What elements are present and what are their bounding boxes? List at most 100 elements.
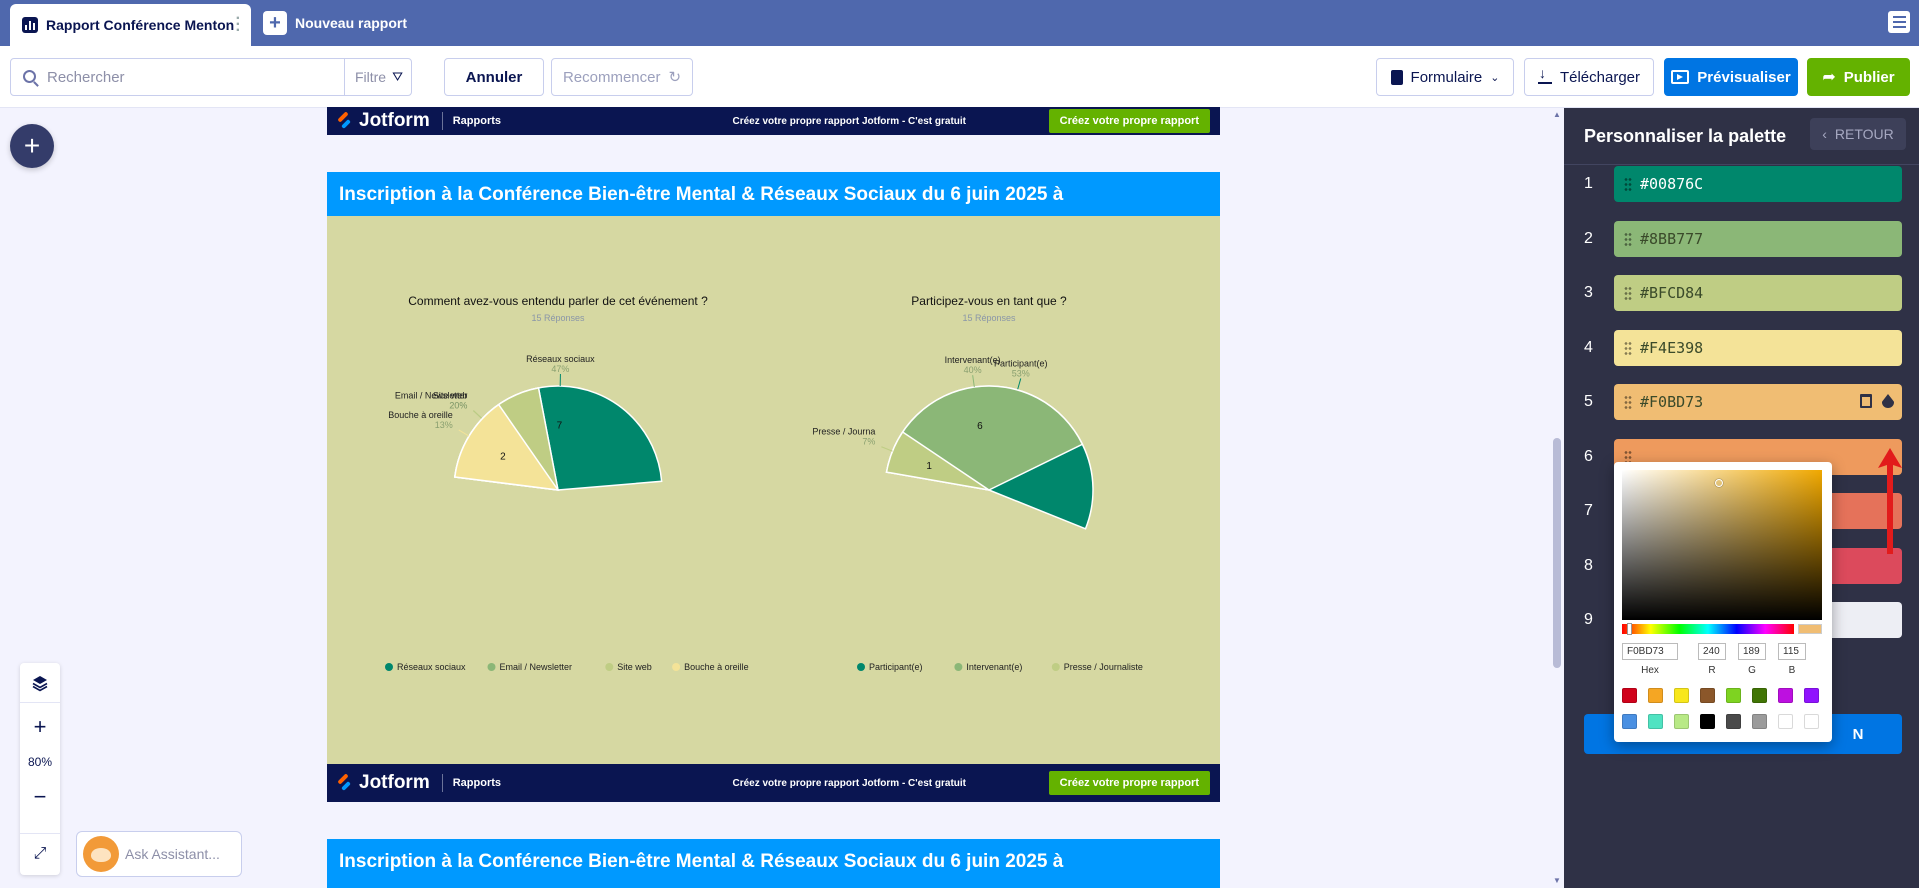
pie-value-label: 6 <box>977 421 983 432</box>
promo-text: Créez votre propre rapport Jotform - C'e… <box>732 115 966 127</box>
pie-leader-line <box>972 375 975 388</box>
tab-rapport-conference[interactable]: Rapport Conférence Menton · · · <box>10 4 251 46</box>
preset-color-swatch[interactable] <box>1674 714 1689 729</box>
pie-category-label: Réseaux sociaux <box>526 354 595 364</box>
chevron-down-icon: ⌄ <box>1490 71 1500 84</box>
legend-marker <box>1051 663 1060 671</box>
preset-color-swatch[interactable] <box>1752 688 1767 703</box>
swatch-hex-label: #F4E398 <box>1640 338 1704 357</box>
jotform-logo-icon <box>337 775 353 791</box>
brand-sub: Rapports <box>452 777 502 789</box>
drag-handle-icon[interactable] <box>1624 231 1632 246</box>
preset-color-swatch[interactable] <box>1622 688 1637 703</box>
preset-color-swatch[interactable] <box>1700 688 1715 703</box>
drag-handle-icon[interactable] <box>1624 286 1632 300</box>
legend-label: Bouche à oreille <box>684 662 749 672</box>
pie-category-label: Email / Newsletter <box>395 391 468 401</box>
search-input[interactable]: Rechercher Filtre ⛛ <box>10 58 412 96</box>
new-report-tab[interactable]: + Nouveau rapport <box>263 10 407 36</box>
pie-category-label: Presse / Journa <box>812 427 875 437</box>
palette-swatch[interactable]: #BFCD84 <box>1614 275 1902 311</box>
palette-swatch[interactable]: #F4E398 <box>1614 329 1902 366</box>
layers-icon[interactable] <box>20 663 60 703</box>
panel-divider <box>1564 164 1919 165</box>
zoom-in-button[interactable]: + <box>33 714 47 739</box>
publish-button[interactable]: ➦ Publier <box>1807 58 1910 96</box>
create-report-button[interactable]: Créez votre propre rapport <box>1048 771 1210 795</box>
back-label: RETOUR <box>1834 126 1894 142</box>
panel-title: Personnaliser la palette <box>1584 126 1787 146</box>
chart-subtitle: 15 Réponses <box>962 313 1016 323</box>
hex-input[interactable]: F0BD73 <box>1622 643 1678 660</box>
chart-subtitle: 15 Réponses <box>531 313 585 323</box>
menu-icon[interactable] <box>1888 11 1910 33</box>
palette-swatch[interactable]: #F0BD73 <box>1614 384 1902 420</box>
preview-icon <box>1671 70 1690 84</box>
b-input[interactable]: 115 <box>1778 643 1806 660</box>
redo-button[interactable]: Recommencer ↻ <box>551 58 693 96</box>
zoom-controls: + 80% − ⤢ <box>20 663 60 875</box>
pie-value-label: 7 <box>557 421 563 432</box>
drag-handle-icon[interactable] <box>1624 395 1632 409</box>
saturation-value-area[interactable] <box>1622 470 1822 620</box>
hue-slider-handle[interactable] <box>1627 623 1632 635</box>
drag-handle-icon[interactable] <box>1624 340 1632 355</box>
filter-button[interactable]: Filtre ⛛ <box>343 59 411 95</box>
preset-color-swatch[interactable] <box>1778 714 1793 729</box>
preset-color-swatch[interactable] <box>1648 714 1663 729</box>
hex-label: Hex <box>1641 665 1659 676</box>
preset-color-swatch[interactable] <box>1700 714 1715 729</box>
hue-slider[interactable] <box>1622 624 1794 634</box>
drag-handle-icon[interactable] <box>1624 177 1632 191</box>
palette-row-5: 5 #F0BD73 <box>1564 384 1919 420</box>
preset-color-swatch[interactable] <box>1778 688 1793 703</box>
palette-swatch[interactable]: #00876C <box>1614 166 1902 202</box>
preset-color-swatch[interactable] <box>1648 688 1663 703</box>
ask-assistant-input[interactable]: Ask Assistant... <box>76 831 242 877</box>
legend-marker <box>487 663 496 671</box>
pie-percent-label: 47% <box>551 364 569 374</box>
new-report-label: Nouveau rapport <box>295 15 408 31</box>
download-button[interactable]: Télécharger <box>1524 58 1654 96</box>
preset-color-swatch[interactable] <box>1622 714 1637 729</box>
undo-button[interactable]: Annuler <box>444 58 544 96</box>
report-header-top: Jotform Rapports Créez votre propre rapp… <box>327 107 1220 135</box>
swatch-hex-label: #00876C <box>1640 175 1704 193</box>
color-picker-knob[interactable] <box>1715 479 1723 487</box>
scroll-down-icon[interactable]: ▼ <box>1553 876 1561 885</box>
zoom-out-button[interactable]: − <box>33 784 47 809</box>
palette-row-number: 4 <box>1584 338 1593 356</box>
palette-swatch[interactable]: #8BB777 <box>1614 220 1902 257</box>
preset-color-swatch[interactable] <box>1674 688 1689 703</box>
brand-name: Jotform <box>359 772 430 793</box>
scroll-up-icon[interactable]: ▲ <box>1553 110 1561 119</box>
form-dropdown[interactable]: Formulaire ⌄ <box>1376 58 1514 96</box>
preset-color-swatch[interactable] <box>1804 688 1819 703</box>
filter-label: Filtre <box>354 69 387 85</box>
g-label: G <box>1748 665 1756 676</box>
report-page: Comment avez-vous entendu parler de cet … <box>327 216 1220 764</box>
legend-label: Intervenant(e) <box>966 662 1022 672</box>
fullscreen-icon[interactable]: ⤢ <box>20 833 60 873</box>
preset-color-swatch[interactable] <box>1726 688 1741 703</box>
trash-icon[interactable] <box>1860 394 1872 408</box>
scroll-thumb[interactable] <box>1553 438 1561 668</box>
preview-button[interactable]: Prévisualiser <box>1664 58 1798 96</box>
drag-handle-icon[interactable] <box>1624 449 1632 464</box>
preset-color-swatch[interactable] <box>1752 714 1767 729</box>
add-element-button[interactable]: + <box>10 124 54 168</box>
canvas-scrollbar[interactable]: ▲ ▼ <box>1550 108 1564 888</box>
download-icon <box>1537 65 1552 84</box>
create-report-button[interactable]: Créez votre propre rapport <box>1048 109 1210 133</box>
back-button[interactable]: ‹ RETOUR <box>1810 118 1906 150</box>
preset-color-swatch[interactable] <box>1726 714 1741 729</box>
palette-row-1: 1 #00876C <box>1564 166 1919 202</box>
legend-label: Email / Newsletter <box>500 662 573 672</box>
tab-more-icon[interactable]: · · · <box>235 10 241 39</box>
promo-text: Créez votre propre rapport Jotform - C'e… <box>732 777 966 789</box>
color-drop-icon[interactable] <box>1882 394 1894 408</box>
r-input[interactable]: 240 <box>1698 643 1726 660</box>
pie-percent-label: 20% <box>449 401 467 411</box>
g-input[interactable]: 189 <box>1738 643 1766 660</box>
preset-color-swatch[interactable] <box>1804 714 1819 729</box>
